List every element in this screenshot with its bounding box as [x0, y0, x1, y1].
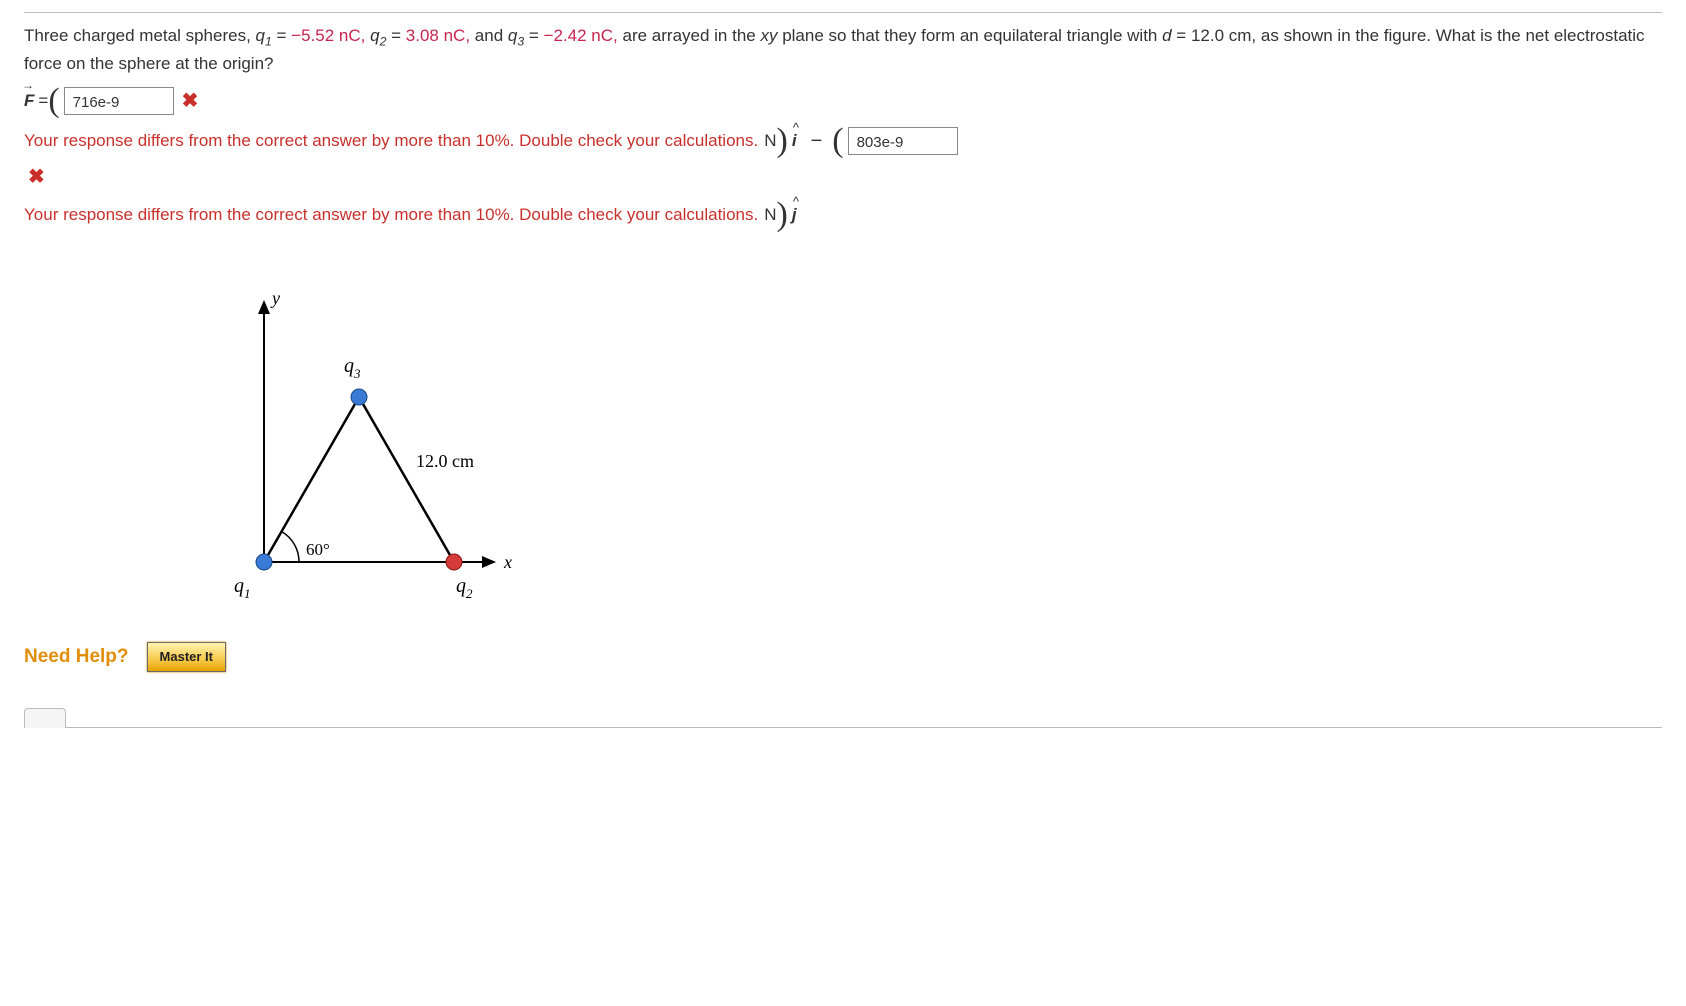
force-eq: =	[38, 88, 48, 114]
side-left	[264, 397, 359, 562]
i-hat: i	[792, 128, 797, 154]
eq1: =	[277, 26, 292, 45]
master-it-button[interactable]: Master It	[147, 642, 226, 672]
eq2: =	[391, 26, 406, 45]
q3-symbol: q	[508, 26, 517, 45]
xy: xy	[760, 26, 777, 45]
q3-value: −2.42 nC,	[544, 26, 618, 45]
q2-value: 3.08 nC,	[406, 26, 470, 45]
unit-i: N	[764, 128, 776, 154]
text-mid: are arrayed in the	[623, 26, 761, 45]
sphere-q1	[256, 554, 272, 570]
q2-symbol: q	[370, 26, 379, 45]
need-help-row: Need Help? Master It	[24, 642, 1662, 672]
q1-label: q1	[234, 575, 251, 601]
sphere-q2	[446, 554, 462, 570]
problem-statement: Three charged metal spheres, q1 = −5.52 …	[24, 23, 1662, 76]
text-mid2: plane so that they form an equilateral t…	[782, 26, 1162, 45]
d-value: = 12.0 cm,	[1176, 26, 1256, 45]
x-axis-label: x	[503, 552, 512, 572]
answer-input-j[interactable]: 803e-9	[848, 127, 958, 155]
j-hat: j	[792, 202, 797, 228]
close-paren-j: )	[777, 198, 788, 232]
minus-separator: −	[811, 126, 823, 156]
q3-sub: 3	[517, 34, 524, 48]
close-paren-i: )	[777, 124, 788, 158]
eq3: =	[529, 26, 544, 45]
feedback-text-i: Your response differs from the correct a…	[24, 128, 758, 154]
bottom-tabs	[24, 698, 1662, 728]
top-rule	[24, 12, 1662, 13]
side-length-label: 12.0 cm	[416, 451, 474, 471]
need-help-label: Need Help?	[24, 643, 129, 672]
q3-label: q3	[344, 355, 361, 381]
incorrect-icon-row-j: ✖	[24, 162, 1662, 192]
ghost-tab[interactable]	[24, 708, 66, 728]
text-lead: Three charged metal spheres,	[24, 26, 256, 45]
open-paren-i: (	[48, 84, 59, 118]
and: and	[475, 26, 508, 45]
feedback-row-i: Your response differs from the correct a…	[24, 124, 1662, 158]
answer-input-i[interactable]: 716e-9	[64, 87, 174, 115]
q2-label: q2	[456, 575, 473, 601]
q1-sub: 1	[265, 34, 272, 48]
force-expression-row: F = ( 716e-9 ✖	[24, 84, 1662, 118]
q1-value: −5.52 nC,	[291, 26, 365, 45]
bottom-rule	[66, 727, 1662, 728]
figure: y x q1 q2 q3 12.0 cm 60°	[204, 282, 544, 622]
triangle-diagram: y x q1 q2 q3 12.0 cm 60°	[204, 282, 544, 622]
open-paren-j: (	[832, 124, 843, 158]
side-right	[359, 397, 454, 562]
sphere-q3	[351, 389, 367, 405]
feedback-text-j: Your response differs from the correct a…	[24, 202, 758, 228]
feedback-row-j: Your response differs from the correct a…	[24, 198, 1662, 232]
q2-sub: 2	[380, 34, 387, 48]
d-symbol: d	[1162, 26, 1171, 45]
force-vector-symbol: F	[24, 88, 34, 114]
angle-arc	[282, 532, 300, 563]
q1-symbol: q	[256, 26, 265, 45]
unit-j: N	[764, 202, 776, 228]
angle-label: 60°	[306, 540, 330, 559]
incorrect-icon-j: ✖	[28, 162, 45, 192]
y-axis-label: y	[270, 288, 280, 308]
incorrect-icon: ✖	[182, 86, 199, 116]
